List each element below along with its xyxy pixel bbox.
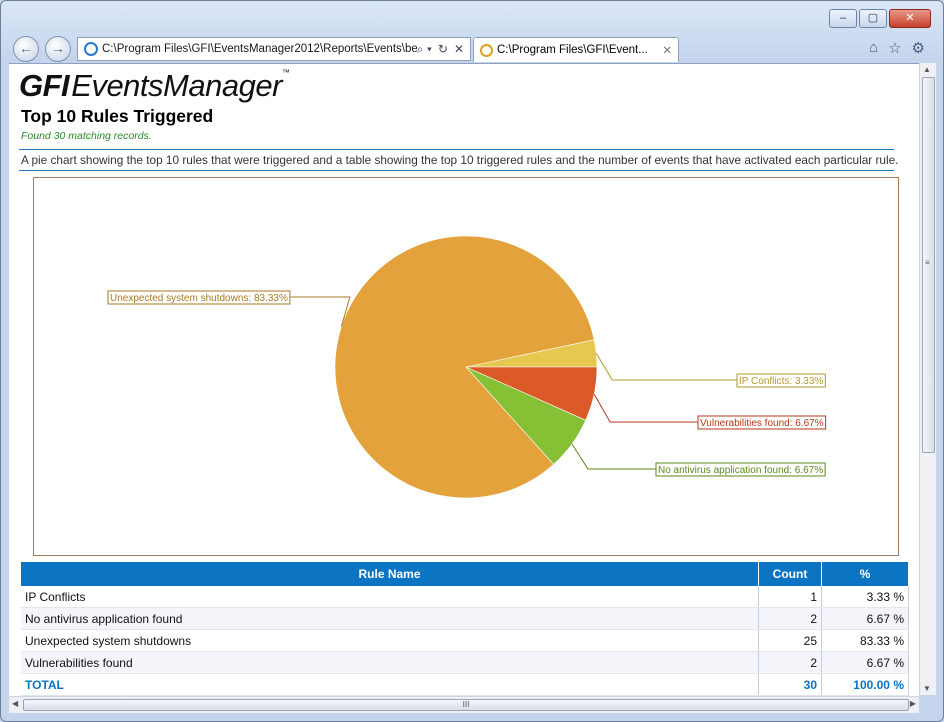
page-viewport: GFI EventsManager™ Top 10 Rules Triggere…: [9, 63, 919, 696]
minimize-button[interactable]: –: [829, 9, 857, 28]
table-header-row: Rule Name Count %: [21, 562, 909, 586]
rules-table: Rule Name Count % IP Conflicts 1 3.33 % …: [21, 562, 909, 696]
refresh-icon[interactable]: ↻: [437, 41, 448, 56]
pie-chart: IP Conflicts: 3.33% Vulnerabilities found…: [107, 235, 827, 499]
total-label: TOTAL: [21, 673, 759, 696]
percent-cell: 6.67 %: [821, 651, 909, 674]
page-title: Top 10 Rules Triggered: [21, 106, 214, 126]
hscroll-grip: III: [462, 700, 470, 709]
percent-cell: 3.33 %: [821, 586, 909, 608]
rule-name-cell: Unexpected system shutdowns: [21, 629, 759, 652]
scroll-left-icon[interactable]: ◀: [12, 699, 19, 708]
pie-leader-line: [595, 353, 737, 381]
count-cell: 25: [758, 629, 822, 652]
table-row: Unexpected system shutdowns 25 83.33 %: [21, 629, 909, 652]
address-bar[interactable]: C:\Program Files\GFI\EventsManager2012\R…: [77, 37, 471, 61]
percent-cell: 83.33 %: [821, 629, 909, 652]
horizontal-scrollbar[interactable]: ◀ III ▶: [9, 696, 919, 713]
favorites-icon[interactable]: ☆: [888, 40, 902, 57]
pie-leader-line: [593, 394, 698, 423]
ie-tab-icon: [480, 43, 493, 57]
pie-slice-label: IP Conflicts: 3.33%: [739, 376, 823, 387]
count-cell: 1: [758, 586, 822, 608]
pie-slice-label: Unexpected system shutdowns: 83.33%: [110, 293, 288, 304]
pie-chart-frame: IP Conflicts: 3.33% Vulnerabilities found…: [33, 177, 899, 556]
address-url[interactable]: C:\Program Files\GFI\EventsManager2012\R…: [102, 43, 417, 55]
vscroll-grip: ≡: [925, 258, 930, 267]
vertical-scrollbar[interactable]: ▲ ≡ ▼: [919, 63, 936, 695]
pie-slice-label: No antivirus application found: 6.67%: [658, 465, 823, 476]
back-button[interactable]: ←: [13, 36, 39, 62]
count-cell: 2: [758, 651, 822, 674]
ie-page-icon: [84, 42, 98, 56]
close-button[interactable]: ✕: [889, 9, 931, 28]
scroll-down-icon[interactable]: ▼: [923, 684, 931, 693]
forward-button[interactable]: →: [45, 36, 71, 62]
percent-cell: 6.67 %: [821, 607, 909, 630]
table-row: Vulnerabilities found 2 6.67 %: [21, 651, 909, 674]
vertical-scroll-thumb[interactable]: ≡: [922, 77, 935, 453]
pie-leader-line: [289, 296, 351, 327]
settings-gear-icon[interactable]: ⚙: [911, 40, 925, 57]
window-controls: – ▢ ✕: [829, 9, 931, 28]
table-total-row: TOTAL 30 100.00 %: [21, 673, 909, 696]
report-description: A pie chart showing the top 10 rules tha…: [19, 149, 898, 171]
pie-slice-label: Vulnerabilities found: 6.67%: [700, 418, 824, 429]
tab-close-icon[interactable]: ✕: [662, 45, 672, 57]
rule-name-cell: Vulnerabilities found: [21, 651, 759, 674]
table-row: IP Conflicts 1 3.33 %: [21, 586, 909, 608]
search-dropdown-icon[interactable]: ⌕ ▾: [416, 41, 432, 56]
logo-trademark: ™: [281, 68, 290, 77]
logo-bold: GFI: [19, 68, 70, 103]
gfi-logo: GFI EventsManager™: [19, 68, 290, 104]
browser-toolbar: ⌂ ☆ ⚙: [869, 39, 925, 57]
total-count: 30: [758, 673, 822, 696]
home-icon[interactable]: ⌂: [869, 39, 879, 56]
header-rule-name[interactable]: Rule Name: [21, 562, 759, 586]
header-count[interactable]: Count: [758, 562, 822, 586]
maximize-button[interactable]: ▢: [859, 9, 887, 28]
stop-icon[interactable]: ✕: [453, 41, 464, 56]
count-cell: 2: [758, 607, 822, 630]
rule-name-cell: No antivirus application found: [21, 607, 759, 630]
header-percent[interactable]: %: [821, 562, 909, 586]
records-found: Found 30 matching records.: [21, 130, 152, 142]
logo-italic: EventsManager: [71, 68, 282, 103]
scroll-right-icon[interactable]: ▶: [909, 699, 916, 708]
scroll-up-icon[interactable]: ▲: [923, 65, 931, 74]
tab-title: C:\Program Files\GFI\Event...: [497, 44, 648, 56]
rule-name-cell: IP Conflicts: [21, 586, 759, 608]
horizontal-scroll-thumb[interactable]: III: [23, 699, 909, 711]
tab-report[interactable]: C:\Program Files\GFI\Event... ✕: [473, 37, 679, 62]
total-percent: 100.00 %: [821, 673, 909, 696]
table-row: No antivirus application found 2 6.67 %: [21, 607, 909, 630]
pie-leader-line: [571, 443, 656, 470]
